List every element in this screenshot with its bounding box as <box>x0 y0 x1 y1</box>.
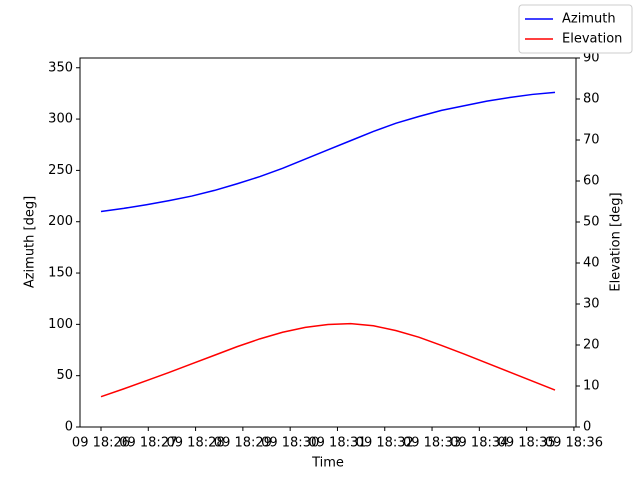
x-tick-label: 09 18:30 <box>261 436 319 451</box>
x-tick-label: 09 18:29 <box>214 436 272 451</box>
y2-tick-label: 60 <box>583 174 600 189</box>
y-tick-label: 50 <box>56 368 73 383</box>
y2-tick-label: 30 <box>583 297 600 312</box>
y2-tick-label: 0 <box>583 420 591 435</box>
x-tick-label: 09 18:32 <box>356 436 414 451</box>
x-tick-label: 09 18:28 <box>167 436 225 451</box>
x-tick-label: 09 18:33 <box>403 436 461 451</box>
x-axis-label: Time <box>311 456 344 471</box>
y-tick-label: 350 <box>48 60 73 75</box>
y-tick-label: 250 <box>48 163 73 178</box>
y-tick-label: 150 <box>48 266 73 281</box>
x-tick-label: 09 18:34 <box>450 436 508 451</box>
y2-tick-label: 20 <box>583 338 600 353</box>
y2-tick-label: 40 <box>583 256 600 271</box>
data-line <box>100 91 556 213</box>
data-line <box>100 322 556 398</box>
y-axis-label: Azimuth [deg] <box>23 196 38 288</box>
y-tick-label: 300 <box>48 112 73 127</box>
legend-label: Azimuth <box>562 12 616 27</box>
x-tick-label: 09 18:36 <box>545 436 603 451</box>
x-tick-label: 09 18:35 <box>498 436 556 451</box>
y2-tick-label: 80 <box>583 92 600 107</box>
y2-tick-label: 90 <box>583 51 600 66</box>
y-tick-label: 0 <box>65 420 73 435</box>
y-tick-label: 200 <box>48 214 73 229</box>
legend-box <box>518 4 633 54</box>
x-tick-label: 09 18:26 <box>72 436 130 451</box>
plot-frame <box>79 57 577 428</box>
legend-label: Elevation <box>562 32 622 47</box>
y2-tick-label: 70 <box>583 133 600 148</box>
x-tick-label: 09 18:31 <box>308 436 366 451</box>
y2-tick-label: 50 <box>583 215 600 230</box>
y-tick-label: 100 <box>48 317 73 332</box>
y2-tick-label: 10 <box>583 379 600 394</box>
x-tick-label: 09 18:27 <box>119 436 177 451</box>
y2-axis-label: Elevation [deg] <box>609 192 624 291</box>
